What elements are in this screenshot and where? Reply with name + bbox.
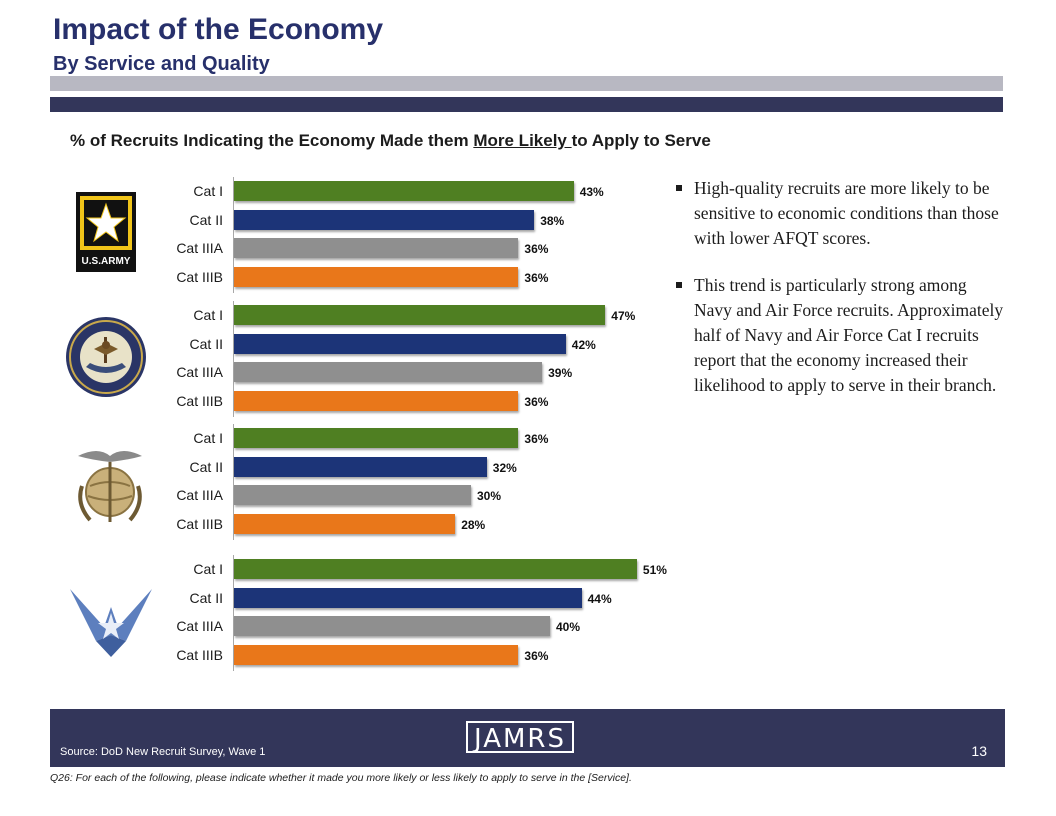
bullet-marker xyxy=(676,282,682,288)
bar-row-cat-iiia: Cat IIIA 40% xyxy=(0,616,700,638)
bar-row-cat-iiib: Cat IIIB 36% xyxy=(0,644,700,667)
bar-row-cat-ii: Cat II 38% xyxy=(0,209,700,232)
category-label: Cat II xyxy=(189,211,223,228)
bar-cat-iiib xyxy=(234,390,519,411)
bar-cat-iiia xyxy=(234,616,550,636)
data-label: 36% xyxy=(524,648,549,663)
bar-row-cat-i: Cat I 36% xyxy=(0,428,700,450)
bar-row-cat-iiib: Cat IIIB 36% xyxy=(0,390,700,413)
category-label: Cat IIIB xyxy=(176,515,223,532)
bullet-text: High-quality recruits are more likely to… xyxy=(694,178,999,248)
category-label: Cat I xyxy=(193,561,223,577)
bar-cat-iiib xyxy=(234,513,456,534)
bar-row-cat-ii: Cat II 44% xyxy=(0,587,700,610)
army-logo: U.S.ARMY xyxy=(74,190,140,274)
data-label: 44% xyxy=(587,591,612,606)
bar-cat-i xyxy=(234,181,574,201)
category-label: Cat II xyxy=(189,335,223,352)
panel-axis xyxy=(233,555,234,671)
chart-title-suffix: to Apply to Serve xyxy=(571,131,711,150)
bullet-marker xyxy=(676,185,682,191)
header-rule-dark xyxy=(50,97,1003,112)
category-label: Cat IIIB xyxy=(176,646,223,663)
bullet-item: This trend is particularly strong among … xyxy=(676,273,1006,398)
bar-row-cat-iiia: Cat IIIA 39% xyxy=(0,362,700,384)
bar-row-cat-i: Cat I 51% xyxy=(0,559,700,581)
data-label: 38% xyxy=(540,213,565,228)
bar-row-cat-ii: Cat II 32% xyxy=(0,456,700,479)
bar-row-cat-iiia: Cat IIIA 36% xyxy=(0,238,700,260)
page-title: Impact of the Economy xyxy=(53,13,384,46)
chart-title: % of Recruits Indicating the Economy Mad… xyxy=(70,131,711,151)
bar-cat-i xyxy=(234,559,637,579)
bar-cat-ii xyxy=(234,209,535,230)
bar-cat-i xyxy=(234,305,606,325)
chart-title-prefix: % of Recruits Indicating the Economy Mad… xyxy=(70,131,474,150)
bar-cat-iiia xyxy=(234,238,519,258)
bar-cat-iiib xyxy=(234,266,519,287)
panel-axis xyxy=(233,424,234,540)
air-force-logo xyxy=(68,583,154,659)
category-label: Cat I xyxy=(193,183,223,199)
data-label: 40% xyxy=(556,620,581,634)
source-text: Source: DoD New Recruit Survey, Wave 1 xyxy=(60,746,266,758)
bar-row-cat-iiib: Cat IIIB 36% xyxy=(0,266,700,289)
category-label: Cat IIIA xyxy=(176,240,223,256)
bar-row-cat-i: Cat I 47% xyxy=(0,305,700,327)
army-logo-text: U.S.ARMY xyxy=(82,256,131,267)
bar-cat-i xyxy=(234,428,519,448)
data-label: 51% xyxy=(642,563,667,577)
navy-seal-logo xyxy=(64,315,148,399)
data-label: 42% xyxy=(571,337,596,352)
bar-row-cat-ii: Cat II 42% xyxy=(0,333,700,356)
bullet-item: High-quality recruits are more likely to… xyxy=(676,176,1006,251)
panel-axis xyxy=(233,177,234,293)
bar-cat-iiia xyxy=(234,485,471,505)
data-label: 32% xyxy=(492,460,517,475)
data-label: 36% xyxy=(524,394,549,409)
category-label: Cat II xyxy=(189,589,223,606)
panel-axis xyxy=(233,301,234,417)
data-label: 30% xyxy=(477,489,502,503)
data-label: 47% xyxy=(611,309,636,323)
chart-title-underlined: More Likely xyxy=(473,131,572,150)
category-label: Cat IIIB xyxy=(176,268,223,285)
data-label: 36% xyxy=(524,432,549,446)
bar-row-cat-iiia: Cat IIIA 30% xyxy=(0,485,700,507)
data-label: 43% xyxy=(579,185,604,199)
category-label: Cat I xyxy=(193,307,223,323)
footnote: Q26: For each of the following, please i… xyxy=(50,772,632,784)
category-label: Cat IIIA xyxy=(176,364,223,380)
header-rule-light xyxy=(50,76,1003,91)
data-label: 39% xyxy=(548,366,573,380)
jamrs-logo: JAMRS xyxy=(466,721,574,754)
category-label: Cat II xyxy=(189,458,223,475)
page-number: 13 xyxy=(971,743,987,759)
bar-cat-ii xyxy=(234,333,566,354)
category-label: Cat IIIA xyxy=(176,487,223,503)
bullet-list: High-quality recruits are more likely to… xyxy=(676,176,1006,420)
bar-cat-iiia xyxy=(234,362,543,382)
footer-bar: Source: DoD New Recruit Survey, Wave 1 J… xyxy=(50,709,1005,767)
data-label: 28% xyxy=(461,517,486,532)
bar-cat-iiib xyxy=(234,644,519,665)
bar-cat-ii xyxy=(234,587,582,608)
category-label: Cat IIIB xyxy=(176,392,223,409)
page-subtitle: By Service and Quality xyxy=(53,53,270,75)
marine-corps-emblem xyxy=(68,442,152,528)
bullet-text: This trend is particularly strong among … xyxy=(694,275,1004,395)
bar-cat-ii xyxy=(234,456,487,477)
bar-row-cat-iiib: Cat IIIB 28% xyxy=(0,513,700,536)
category-label: Cat IIIA xyxy=(176,618,223,634)
category-label: Cat I xyxy=(193,430,223,446)
data-label: 36% xyxy=(524,270,549,285)
data-label: 36% xyxy=(524,242,549,256)
bar-row-cat-i: Cat I 43% xyxy=(0,181,700,203)
